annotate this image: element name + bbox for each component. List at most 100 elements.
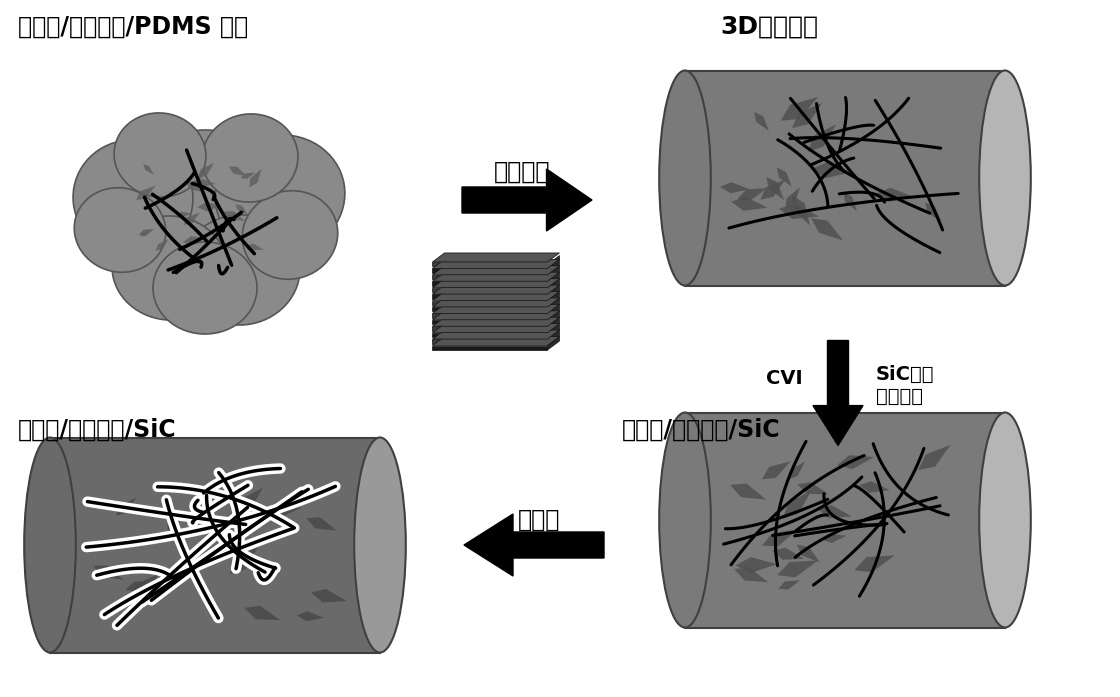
Polygon shape [918,445,951,470]
Polygon shape [548,256,560,350]
Ellipse shape [215,135,345,255]
Polygon shape [235,204,248,215]
Polygon shape [432,323,560,332]
Text: CVI: CVI [766,369,803,388]
Polygon shape [818,505,851,518]
Polygon shape [224,211,245,221]
Polygon shape [432,320,548,324]
Polygon shape [685,70,1005,286]
Polygon shape [432,253,560,262]
Ellipse shape [660,413,711,627]
Polygon shape [50,438,380,652]
Polygon shape [140,231,151,236]
Polygon shape [432,262,548,266]
Polygon shape [772,548,804,560]
Ellipse shape [120,130,290,290]
Polygon shape [796,544,820,562]
Polygon shape [837,455,874,469]
Polygon shape [183,236,206,245]
Ellipse shape [25,438,76,652]
Polygon shape [432,294,548,298]
Polygon shape [432,279,560,288]
Ellipse shape [114,113,206,197]
Polygon shape [143,164,153,175]
Ellipse shape [242,191,338,279]
Polygon shape [432,288,548,292]
Polygon shape [792,195,810,226]
Polygon shape [297,611,324,621]
Polygon shape [262,504,301,519]
Polygon shape [432,298,560,307]
Text: 石墨烯/碳纳米管/SiC: 石墨烯/碳纳米管/SiC [622,418,781,442]
Polygon shape [306,517,337,530]
Polygon shape [811,218,843,240]
Polygon shape [731,197,767,210]
Polygon shape [787,461,805,480]
Polygon shape [783,491,811,519]
Ellipse shape [112,216,228,320]
Polygon shape [432,346,548,350]
Polygon shape [777,167,792,187]
Polygon shape [192,178,215,187]
Polygon shape [778,581,800,590]
Polygon shape [432,291,560,300]
Ellipse shape [354,438,405,652]
Text: 石墨烯/碳纳米管/PDMS 浆料: 石墨烯/碳纳米管/PDMS 浆料 [18,15,249,39]
Ellipse shape [660,70,711,286]
Polygon shape [185,181,206,192]
Ellipse shape [73,140,193,256]
Text: 石墨烯/碳纳米管/SiC: 石墨烯/碳纳米管/SiC [18,418,177,442]
Ellipse shape [74,187,166,273]
Polygon shape [777,560,818,577]
Polygon shape [808,124,836,151]
Polygon shape [241,173,255,179]
Polygon shape [432,266,560,275]
Polygon shape [720,183,749,193]
Polygon shape [760,179,785,199]
Polygon shape [461,169,592,231]
Ellipse shape [180,215,300,325]
Polygon shape [754,112,769,131]
Polygon shape [432,332,548,337]
Polygon shape [432,281,548,286]
Polygon shape [125,581,153,592]
Polygon shape [139,229,155,236]
Polygon shape [778,204,819,219]
Polygon shape [843,192,857,211]
Polygon shape [230,547,259,574]
Polygon shape [859,481,889,493]
Polygon shape [876,187,913,201]
Polygon shape [197,163,214,178]
Polygon shape [167,524,181,548]
Polygon shape [246,244,263,250]
Polygon shape [792,103,822,128]
Polygon shape [130,574,159,599]
Polygon shape [464,514,604,576]
Polygon shape [811,162,852,178]
Polygon shape [734,567,768,582]
Ellipse shape [979,70,1030,286]
Polygon shape [432,268,548,273]
Ellipse shape [153,242,256,334]
Polygon shape [228,167,246,176]
Polygon shape [197,202,222,211]
Polygon shape [432,339,548,344]
Ellipse shape [979,413,1030,627]
Polygon shape [311,589,347,602]
Text: 致密化: 致密化 [517,508,560,532]
Polygon shape [432,314,548,318]
Polygon shape [762,530,797,546]
Polygon shape [822,534,847,543]
Polygon shape [855,556,895,572]
Text: 堆积浆料: 堆积浆料 [494,160,550,184]
Polygon shape [115,498,137,516]
Polygon shape [432,285,560,294]
Polygon shape [432,275,548,279]
Polygon shape [93,565,124,580]
Polygon shape [250,169,262,187]
Polygon shape [432,326,548,330]
Polygon shape [432,311,560,320]
Polygon shape [244,606,280,620]
Polygon shape [685,413,1005,627]
Polygon shape [432,307,548,312]
